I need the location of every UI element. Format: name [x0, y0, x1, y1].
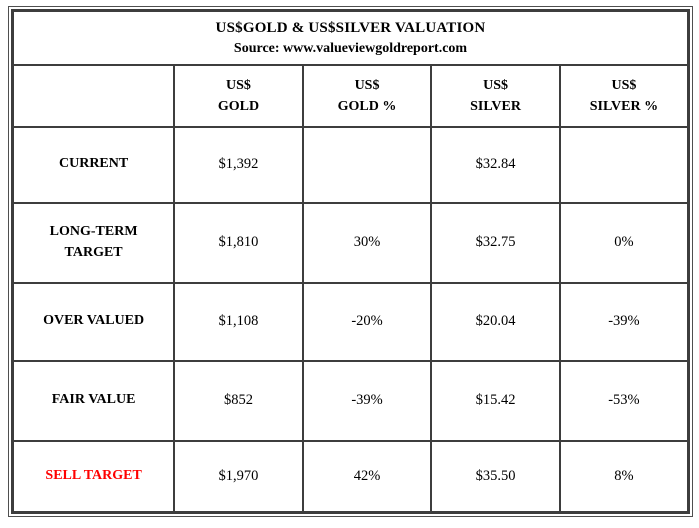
gold-pct-value-cell: 42%: [301, 439, 433, 514]
table-row-over-valued: OVER VALUED $1,108 -20% $20.04 -39%: [11, 281, 690, 362]
table-row-current: CURRENT $1,392 $32.84: [11, 125, 690, 204]
silver-pct-value-cell: -39%: [558, 281, 690, 362]
row-label-current: CURRENT: [11, 125, 176, 204]
gold-value-cell: $852: [173, 359, 304, 442]
silver-value-cell: $35.50: [430, 439, 561, 514]
silver-pct-value-cell: -53%: [558, 359, 690, 442]
table-source: Source: www.valueviewgoldreport.com: [233, 40, 468, 56]
col-header-gold: US$ GOLD: [173, 63, 304, 128]
silver-value-cell: $20.04: [430, 281, 561, 362]
silver-pct-value-cell: 8%: [558, 439, 690, 514]
gold-pct-value-cell: -20%: [301, 281, 433, 362]
valuation-table: US$GOLD & US$SILVER VALUATION Source: ww…: [11, 9, 690, 514]
row-label-long-term-target: LONG-TERM TARGET: [11, 201, 176, 284]
row-label-over-valued: OVER VALUED: [11, 281, 176, 362]
corner-cell: [11, 63, 176, 128]
table-row-fair-value: FAIR VALUE $852 -39% $15.42 -53%: [11, 359, 690, 442]
column-header-row: US$ GOLD US$ GOLD % US$ SILVER US$ SILVE…: [11, 63, 690, 128]
table-row-long-term-target: LONG-TERM TARGET $1,810 30% $32.75 0%: [11, 201, 690, 284]
col-header-gold-pct: US$ GOLD %: [301, 63, 433, 128]
row-label-fair-value: FAIR VALUE: [11, 359, 176, 442]
row-label-sell-target: SELL TARGET: [11, 439, 176, 514]
col-header-silver-pct: US$ SILVER %: [558, 63, 690, 128]
gold-value-cell: $1,108: [173, 281, 304, 362]
title-cell: US$GOLD & US$SILVER VALUATION Source: ww…: [11, 9, 690, 66]
gold-value-cell: $1,970: [173, 439, 304, 514]
table-row-sell-target: SELL TARGET $1,970 42% $35.50 8%: [11, 439, 690, 514]
gold-pct-value-cell: [301, 125, 433, 204]
gold-pct-value-cell: 30%: [301, 201, 433, 284]
title-row: US$GOLD & US$SILVER VALUATION Source: ww…: [11, 9, 690, 66]
gold-value-cell: $1,392: [173, 125, 304, 204]
gold-pct-value-cell: -39%: [301, 359, 433, 442]
silver-pct-value-cell: 0%: [558, 201, 690, 284]
table-title: US$GOLD & US$SILVER VALUATION: [215, 19, 486, 36]
gold-value-cell: $1,810: [173, 201, 304, 284]
silver-value-cell: $32.84: [430, 125, 561, 204]
silver-pct-value-cell: [558, 125, 690, 204]
silver-value-cell: $15.42: [430, 359, 561, 442]
col-header-silver: US$ SILVER: [430, 63, 561, 128]
silver-value-cell: $32.75: [430, 201, 561, 284]
valuation-table-frame: US$GOLD & US$SILVER VALUATION Source: ww…: [8, 6, 693, 517]
